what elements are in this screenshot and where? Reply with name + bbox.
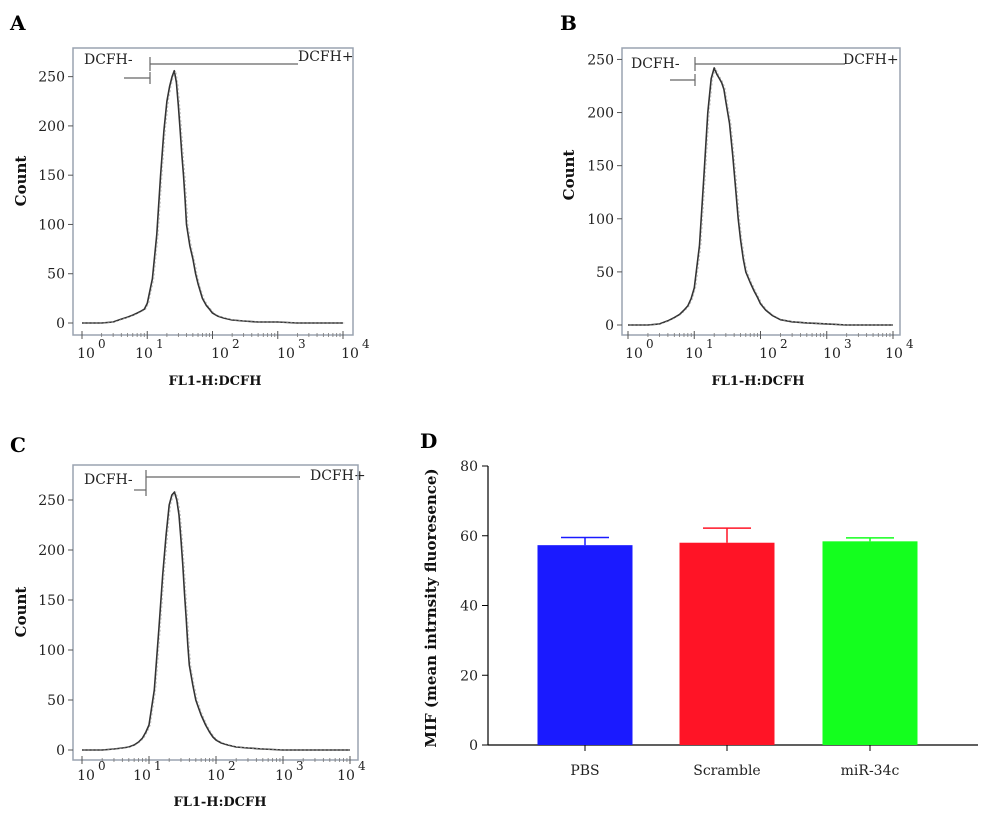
y-tick-label: 80 [460,459,478,475]
x-tick-label: PBS [570,763,599,779]
x-tick-exponent: 3 [844,337,852,351]
y-tick-label: 200 [587,106,614,122]
y-tick-label: 100 [38,217,65,233]
gate-negative-label: DCFH- [631,56,680,72]
x-tick-exponent: 4 [906,337,914,351]
gate-positive-label: DCFH+ [310,468,366,484]
y-tick-label: 150 [38,168,65,184]
y-axis-label: Count [560,150,578,201]
y-tick-label: 250 [38,70,65,86]
x-tick-exponent: 3 [298,337,306,351]
bar [822,541,918,745]
gate-negative-label: DCFH- [84,472,133,488]
x-axis-label: FL1-H:DCFH [711,374,804,389]
y-tick-label: 250 [38,493,65,509]
x-tick-label: 10 [337,768,355,784]
panel-letter-d: D [420,429,437,453]
y-tick-label: 100 [587,212,614,228]
y-tick-label: 50 [47,693,65,709]
x-tick-label: 10 [277,346,295,362]
x-tick-label: 10 [77,768,95,784]
histogram-line-shadow [83,69,345,324]
x-axis-label: FL1-H:DCFH [168,374,261,389]
x-tick-exponent: 1 [154,759,162,773]
gate-positive-label: DCFH+ [843,52,899,68]
y-tick-label: 0 [605,318,614,334]
x-tick-exponent: 3 [296,759,304,773]
panel-letter-b: B [560,11,577,35]
x-tick-label: 10 [885,346,903,362]
histogram-line [82,491,350,751]
y-axis-label: MIF (mean intrnsity fluoresence) [422,468,440,747]
histogram-line-shadow [629,66,895,326]
y-tick-label: 0 [469,738,478,754]
x-tick-label: 10 [135,346,153,362]
y-tick-label: 40 [460,599,478,615]
x-tick-label: 10 [77,346,95,362]
x-tick-exponent: 2 [232,337,240,351]
y-tick-label: 100 [38,643,65,659]
gate-negative-label: DCFH- [84,52,133,68]
x-tick-exponent: 1 [156,337,164,351]
x-tick-exponent: 2 [780,337,788,351]
x-tick-label: 10 [275,768,293,784]
bar-chart-panel-d: D MIF (mean intrnsity fluoresence) 0 20 40… [420,429,978,779]
x-tick-label: 10 [625,346,643,362]
y-tick-label: 0 [56,743,65,759]
histogram-line-shadow [83,491,352,751]
x-tick-label: 10 [685,346,703,362]
histogram-panel-c: C Count FL1-H:DCFH DCFH- DCFH+ 050100150… [10,433,366,810]
y-tick-label: 50 [596,265,614,281]
y-tick-label: 150 [587,159,614,175]
y-tick-label: 0 [56,316,65,332]
x-tick-label: 10 [211,346,229,362]
x-tick-label: 10 [207,768,225,784]
plot-frame [621,47,901,336]
bar [679,542,775,745]
x-tick-exponent: 2 [228,759,236,773]
y-axis-label: Count [12,587,30,638]
y-tick-label: 20 [460,668,478,684]
plot-frame [72,47,354,336]
y-tick-label: 150 [38,593,65,609]
x-tick-exponent: 4 [362,337,370,351]
x-tick-exponent: 0 [646,337,654,351]
panel-letter-c: C [10,433,26,457]
y-tick-label: 200 [38,119,65,135]
bar [537,545,633,745]
histogram-line [82,69,343,324]
x-tick-exponent: 1 [706,337,714,351]
plot-frame [72,464,359,761]
histogram-line [628,67,893,326]
histogram-panel-a: A Count FL1-H:DCFH DCFH- DCFH+ 050100150… [9,11,370,389]
y-tick-label: 250 [587,52,614,68]
x-tick-label: 10 [759,346,777,362]
panel-letter-a: A [9,11,26,35]
x-tick-exponent: 0 [98,337,106,351]
x-tick-label: miR-34c [841,763,900,779]
x-tick-label: 10 [823,346,841,362]
gate-positive-label: DCFH+ [298,49,354,65]
x-tick-label: Scramble [693,763,760,779]
x-tick-label: 10 [133,768,151,784]
y-tick-label: 200 [38,543,65,559]
x-tick-exponent: 4 [358,759,366,773]
x-tick-label: 10 [341,346,359,362]
y-tick-label: 60 [460,529,478,545]
histogram-panel-b: B Count FL1-H:DCFH DCFH- DCFH+ 050100150… [560,11,914,389]
x-axis-label: FL1-H:DCFH [173,795,266,810]
y-tick-label: 50 [47,267,65,283]
x-tick-exponent: 0 [98,759,106,773]
y-axis-label: Count [12,156,30,207]
